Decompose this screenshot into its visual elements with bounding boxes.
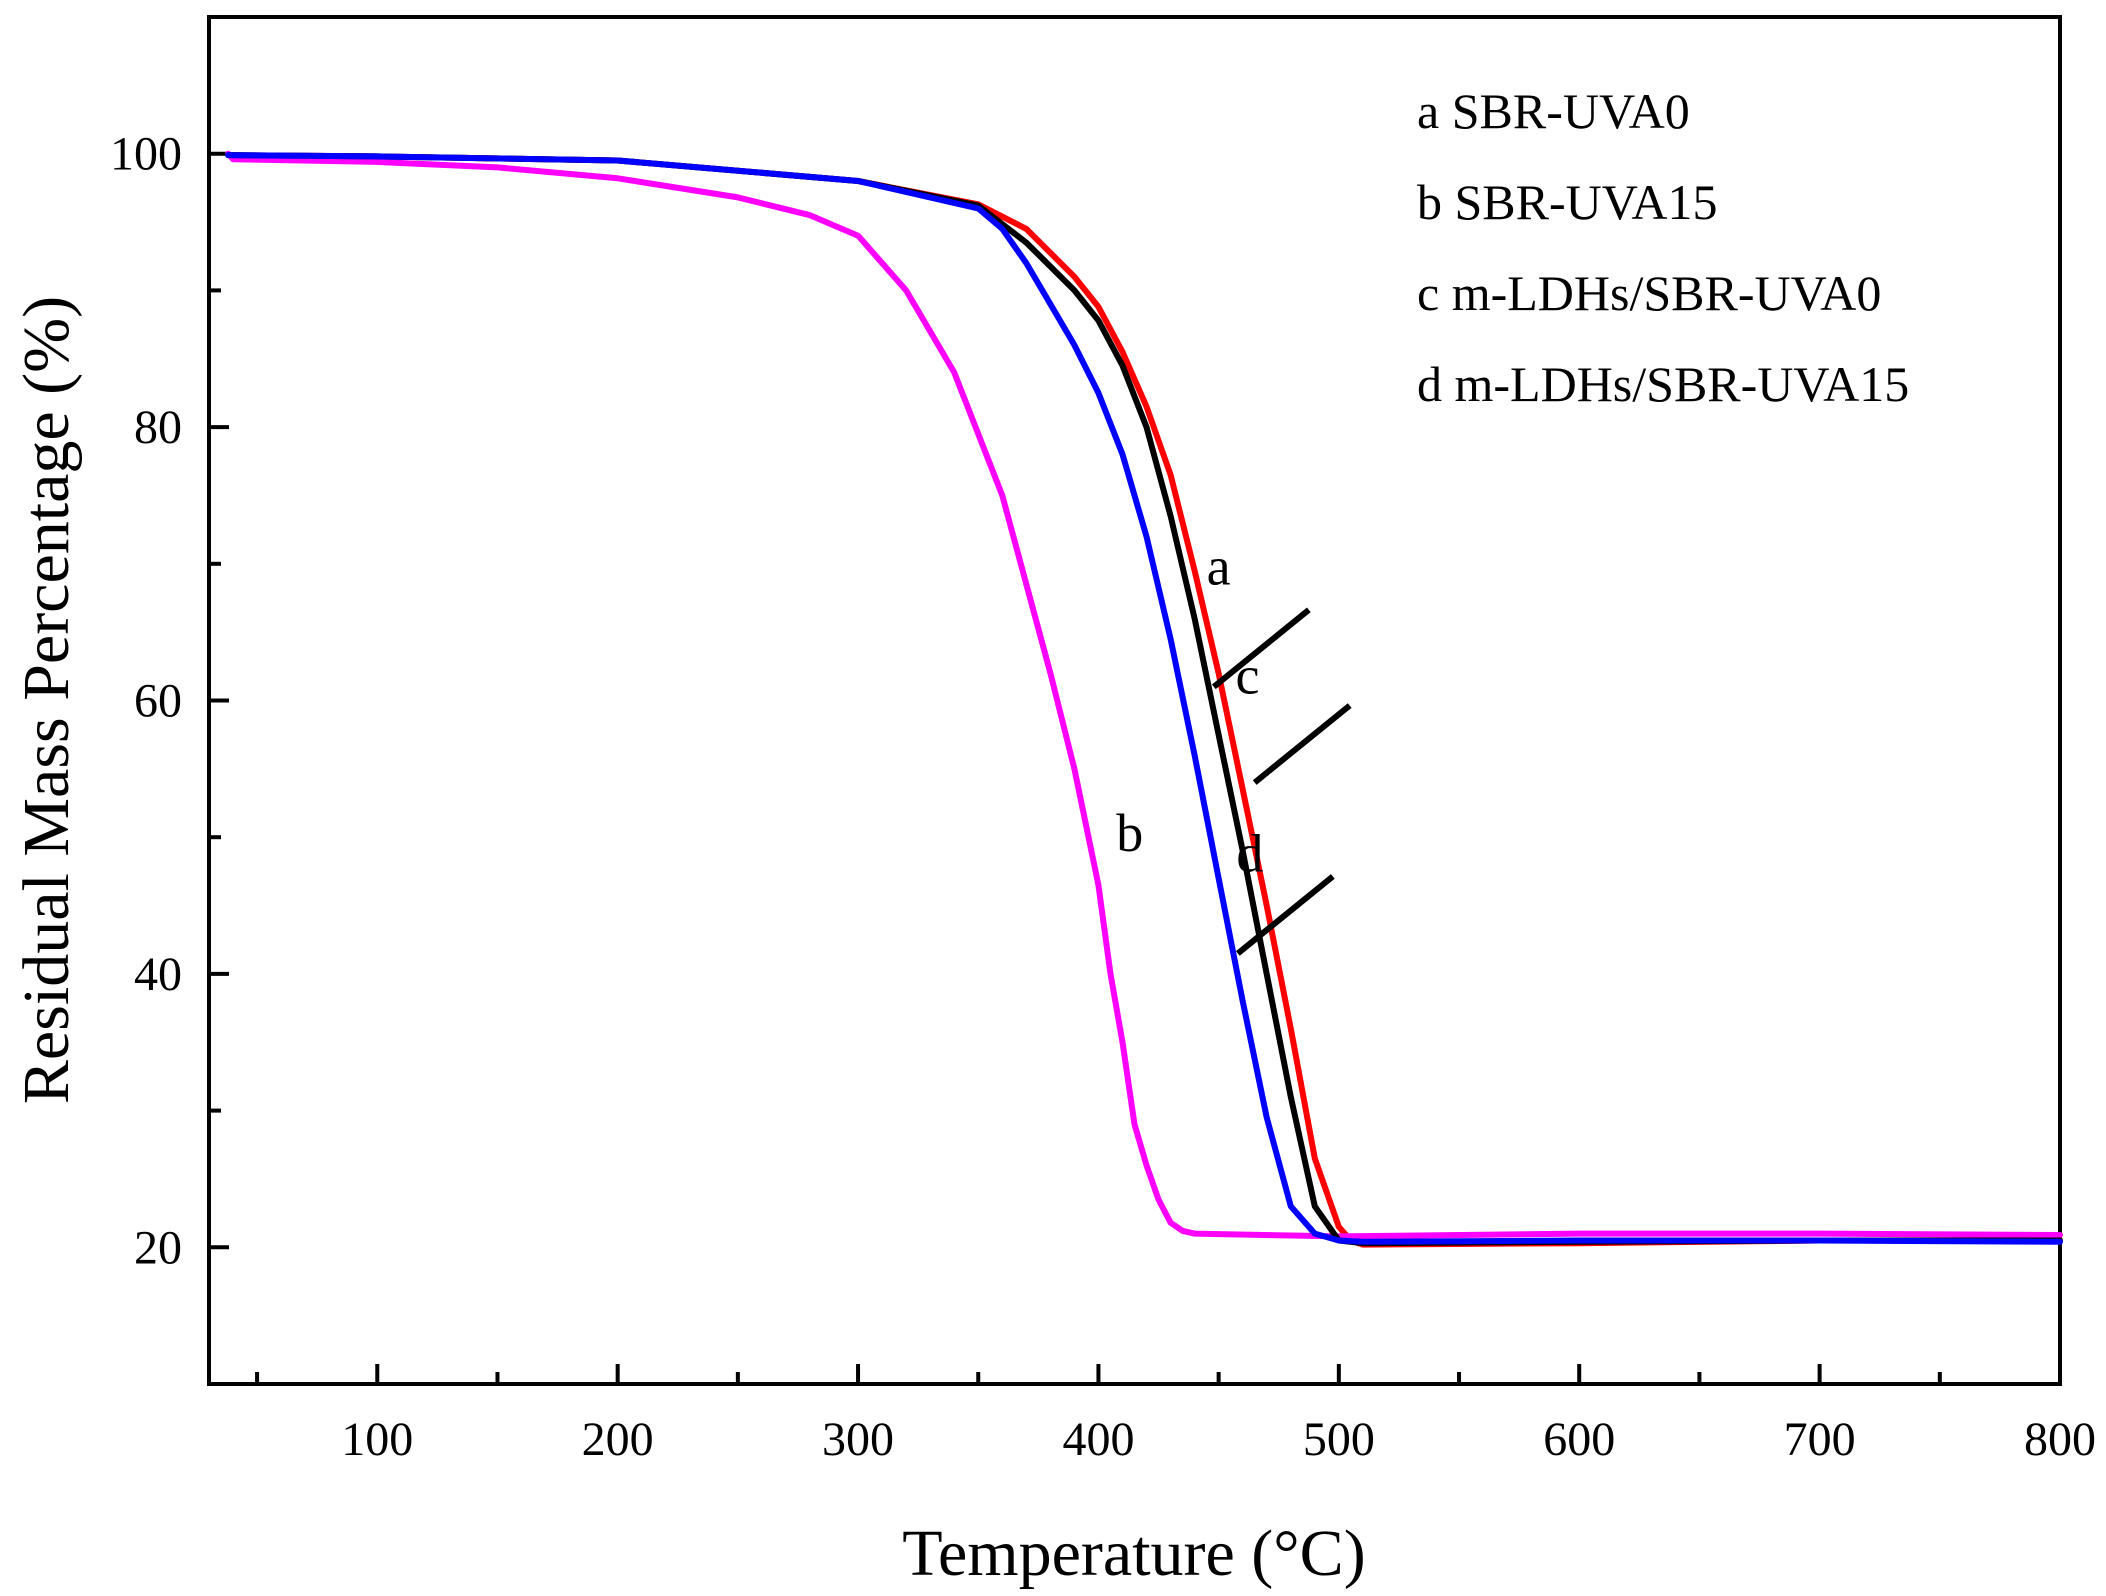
x-tick-label: 600 — [1543, 1413, 1615, 1466]
axis-tick-labels: 100 200 300 400 500 600 700 800 20 40 60 80 100 — [110, 128, 2096, 1466]
curve-annotations: ac d b — [1116, 536, 1352, 956]
axis-ticks — [209, 151, 2062, 1384]
annotation-label-a: a — [1207, 536, 1231, 596]
y-tick-label: 40 — [134, 948, 182, 1001]
plot-frame — [207, 15, 2062, 1386]
y-tick-label: 100 — [110, 128, 182, 181]
series-line-b — [225, 150, 2063, 1240]
y-tick-label: 80 — [134, 401, 182, 454]
x-tick-label: 700 — [1784, 1413, 1856, 1466]
y-tick-label: 60 — [134, 675, 182, 728]
y-tick-label: 20 — [134, 1221, 182, 1274]
x-tick-label: 800 — [2024, 1413, 2096, 1466]
annotation-label-c: c — [1235, 646, 1259, 706]
data-series — [225, 150, 2063, 1248]
x-tick-label: 300 — [822, 1413, 894, 1466]
x-tick-label: 400 — [1062, 1413, 1134, 1466]
x-tick-label: 500 — [1303, 1413, 1375, 1466]
legend-entry: c m-LDHs/SBR-UVA0 — [1417, 265, 1881, 321]
x-tick-label: 200 — [582, 1413, 654, 1466]
x-tick-label: 100 — [341, 1413, 413, 1466]
x-axis-label: Temperature (°C) — [902, 1517, 1365, 1590]
legend: a SBR-UVA0 b SBR-UVA15 c m-LDHs/SBR-UVA0 d … — [1417, 83, 1909, 412]
legend-entry: a SBR-UVA0 — [1417, 83, 1690, 139]
legend-entry: b SBR-UVA15 — [1417, 174, 1718, 230]
legend-entry: d m-LDHs/SBR-UVA15 — [1417, 356, 1909, 412]
series-line-d — [225, 152, 2063, 1245]
annotation-label-b: b — [1116, 803, 1143, 863]
annotation-leader-d — [1235, 874, 1335, 956]
y-axis-label: Residual Mass Percentage (%) — [10, 296, 83, 1104]
annotation-leader-c — [1252, 703, 1352, 785]
annotation-leader-a — [1211, 607, 1311, 690]
annotation-label-d: d — [1236, 823, 1263, 883]
